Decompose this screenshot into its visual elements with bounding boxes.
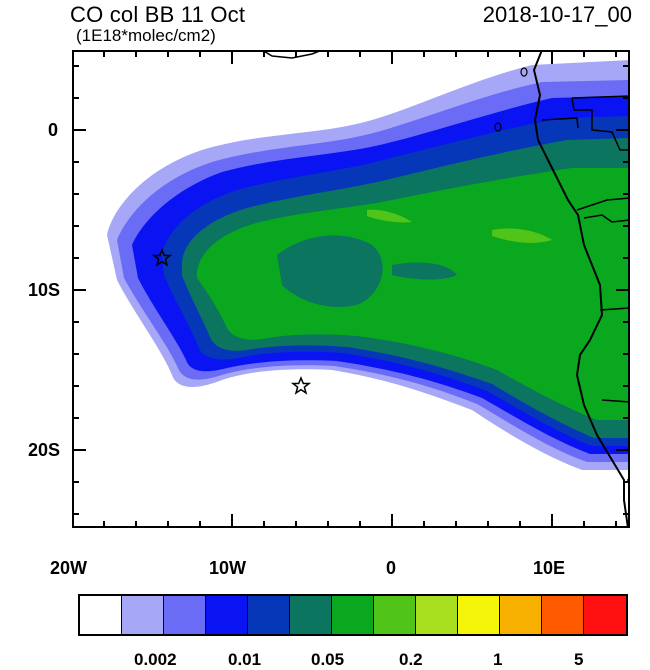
colorbar-swatch: [332, 596, 374, 634]
colorbar-tick-label: 0.002: [134, 650, 177, 669]
ytick-label: 10S: [28, 280, 61, 300]
colorbar-tick-label: 0.05: [311, 650, 345, 669]
units-label: (1E18*molec/cm2): [76, 26, 216, 45]
colorbar-swatch: [584, 596, 626, 634]
colorbar-swatch: [164, 596, 206, 634]
map-plot: [72, 50, 630, 528]
xtick-label: 20W: [50, 558, 88, 578]
island-outline-2: [520, 67, 528, 77]
datetime-label: 2018-10-17_00: [482, 2, 632, 27]
colorbar-swatch: [374, 596, 416, 634]
colorbar-swatch: [80, 596, 122, 634]
teal-patch-2: [392, 262, 457, 280]
colorbar-swatch: [290, 596, 332, 634]
colorbar-swatch: [206, 596, 248, 634]
xtick-label: 0: [386, 558, 397, 578]
map-title: CO col BB 11 Oct: [70, 2, 246, 27]
map-frame: [72, 50, 630, 528]
lightgreen-patch-2: [492, 228, 552, 243]
africa-land: [532, 50, 629, 528]
lightgreen-patch: [367, 209, 412, 223]
ytick-label: 20S: [28, 440, 61, 460]
colorbar-tick-label: 0.2: [399, 650, 423, 669]
island-outline: [494, 122, 502, 132]
teal-patch: [277, 235, 383, 308]
colorbar-swatch: [122, 596, 164, 634]
xtick-label: 10W: [209, 558, 247, 578]
colorbar-swatch: [248, 596, 290, 634]
colorbar-swatch: [458, 596, 500, 634]
star-marker: [290, 376, 312, 395]
xtick-label: 10E: [533, 558, 566, 578]
colorbar-swatch: [542, 596, 584, 634]
star-marker: [151, 248, 173, 267]
colorbar-tick-label: 5: [574, 650, 584, 669]
colorbar-tick-label: 1: [493, 650, 503, 669]
country-borders: [541, 95, 630, 481]
ytick-label: 0: [48, 120, 59, 140]
colorbar-swatch: [416, 596, 458, 634]
coast-north: [261, 50, 323, 59]
colorbar-tick-label: 0.01: [228, 650, 262, 669]
colorbar: [78, 594, 628, 636]
colorbar-swatch: [500, 596, 542, 634]
